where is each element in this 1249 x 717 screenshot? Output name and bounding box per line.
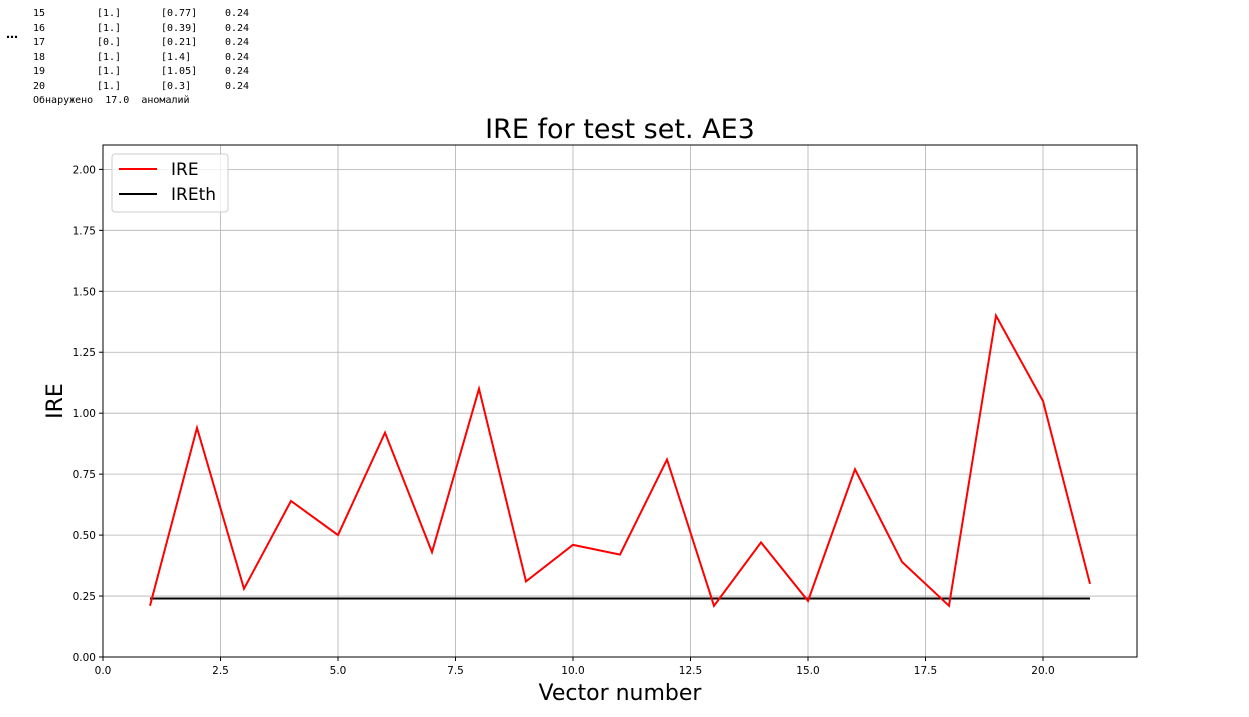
output-row: 15 [1.] [0.77] 0.24 — [33, 7, 249, 22]
y-tick-label: 2.00 — [73, 164, 96, 176]
output-cell: [1.] — [97, 66, 122, 77]
output-cell: 0.24 — [225, 8, 250, 19]
y-tick-label: 1.75 — [73, 225, 96, 237]
x-tick-label: 0.0 — [95, 665, 112, 677]
output-row: 17 [0.] [0.21] 0.24 — [33, 36, 249, 51]
output-cell: [1.] — [97, 22, 122, 34]
output-cell: 0.24 — [225, 37, 250, 48]
plot-frame — [102, 144, 1138, 658]
output-cell: 18 — [33, 51, 46, 63]
output-cell: [1.] — [97, 80, 122, 92]
output-cell: [0.] — [97, 37, 122, 48]
output-cell: 15 — [33, 8, 46, 19]
y-tick-label: 1.25 — [73, 347, 96, 359]
y-axis-label: IRE — [43, 383, 68, 419]
y-tick-label: 1.00 — [73, 408, 96, 420]
x-tick-label: 10.0 — [561, 665, 584, 677]
y-tick-label: 1.50 — [73, 286, 96, 298]
series-line-ire — [149, 312, 1091, 608]
y-tick-label: 0.25 — [73, 591, 96, 603]
output-cell: 17 — [33, 37, 46, 48]
anomaly-summary: Обнаружено 17.0 аномалий — [33, 95, 190, 106]
output-cell: 0.24 — [225, 22, 250, 34]
x-tick-label: 17.5 — [914, 665, 937, 677]
x-axis-label: Vector number — [539, 681, 703, 706]
legend-label: IREth — [171, 185, 216, 205]
output-cell: [1.] — [97, 8, 122, 19]
x-tick-label: 7.5 — [447, 665, 464, 677]
y-tick-label: 0.00 — [73, 652, 96, 664]
legend-label: IRE — [171, 160, 199, 180]
output-row: 20 [1.] [0.3] 0.24 — [33, 80, 249, 95]
output-cell: [1.] — [97, 51, 122, 63]
chart-title: IRE for test set. AE3 — [485, 114, 755, 145]
output-cell: 0.24 — [225, 51, 250, 63]
output-cell: 19 — [33, 66, 46, 77]
y-tick-label: 0.75 — [73, 469, 96, 481]
output-cell: [0.21] — [161, 37, 198, 48]
output-cell: [0.77] — [161, 8, 198, 19]
output-cell: 20 — [33, 80, 46, 92]
output-cell: [0.39] — [161, 22, 198, 34]
output-row: 19 [1.] [1.05] 0.24 — [33, 65, 249, 80]
cell-output-collapse-icon[interactable]: ⋯ — [6, 30, 18, 44]
output-cell: 0.24 — [225, 80, 250, 92]
output-cell: [1.05] — [161, 66, 198, 77]
y-tick-label: 0.50 — [73, 530, 96, 542]
output-cell: [0.3] — [161, 80, 192, 92]
x-tick-label: 2.5 — [212, 665, 229, 677]
output-cell: [1.4] — [161, 51, 192, 63]
output-row: 18 [1.] [1.4] 0.24 — [33, 51, 249, 66]
x-tick-label: 15.0 — [796, 665, 819, 677]
x-tick-label: 20.0 — [1031, 665, 1054, 677]
cell-output: 15 [1.] [0.77] 0.24 16 [1.] [0.39] 0.24 17 [0.] [0… — [33, 7, 249, 109]
x-tick-label: 5.0 — [330, 665, 347, 677]
x-tick-label: 12.5 — [679, 665, 702, 677]
output-cell: 16 — [33, 22, 46, 34]
output-row: 16 [1.] [0.39] 0.24 — [33, 22, 249, 37]
output-cell: 0.24 — [225, 66, 250, 77]
